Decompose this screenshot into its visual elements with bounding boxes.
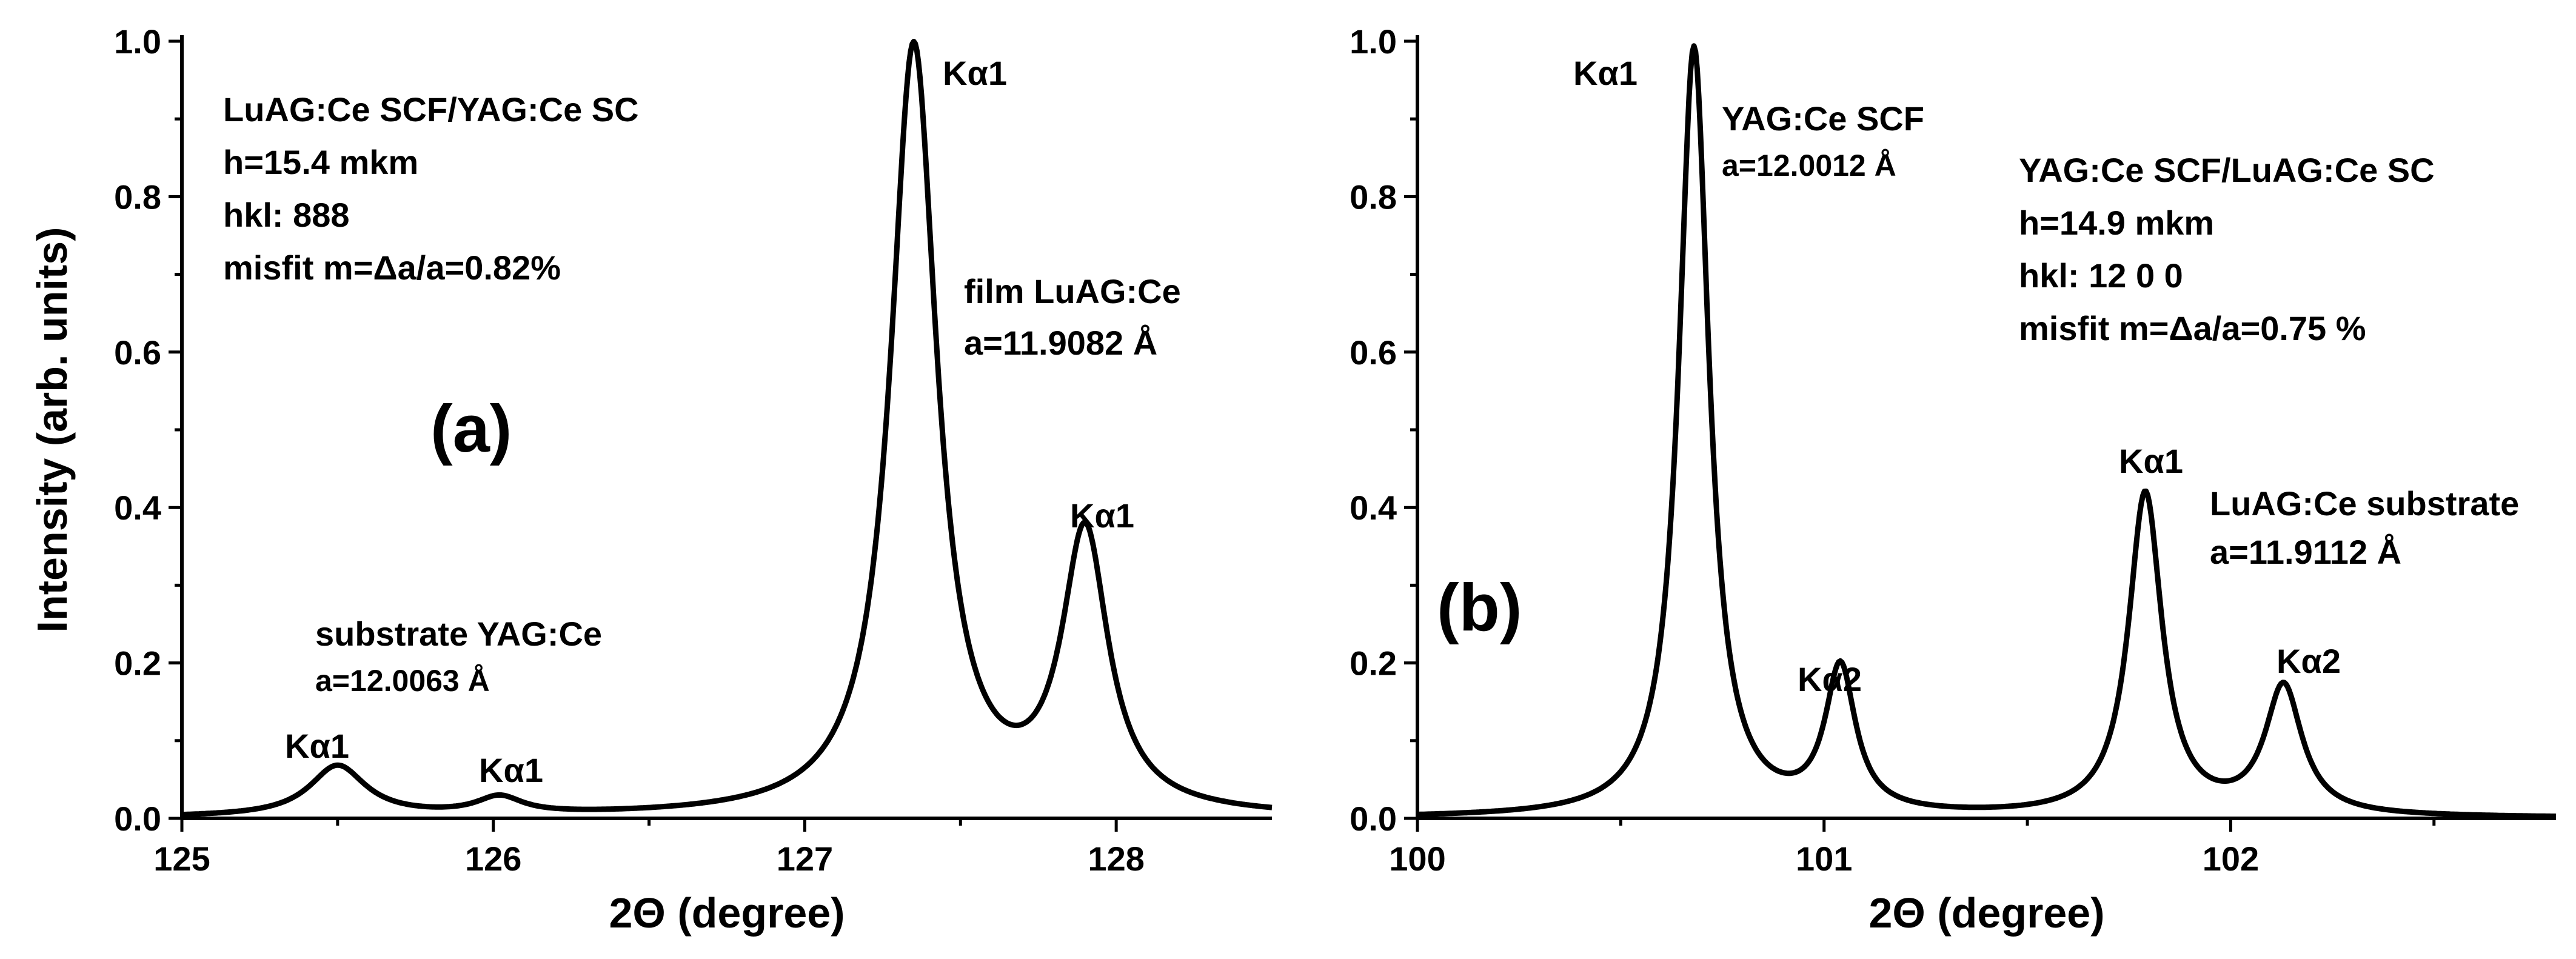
info-line: LuAG:Ce SCF/YAG:Ce SC bbox=[223, 90, 639, 129]
y-tick-label: 0.6 bbox=[1350, 333, 1397, 372]
x-tick-label: 127 bbox=[777, 840, 833, 878]
y-tick-label: 0.8 bbox=[1350, 178, 1397, 216]
peak-annotation: substrate YAG:Ce bbox=[315, 615, 602, 653]
info-line: hkl: 12 0 0 bbox=[2019, 256, 2183, 295]
y-tick-label: 0.0 bbox=[114, 800, 161, 838]
peak-annotation: a=11.9112 Å bbox=[2210, 533, 2401, 571]
peak-annotation: film LuAG:Ce bbox=[964, 272, 1181, 310]
x-axis-title: 2Θ (degree) bbox=[1869, 889, 2105, 937]
panel-label: (b) bbox=[1437, 570, 1522, 645]
peak-annotation: Kα1 bbox=[1070, 496, 1134, 535]
peak-annotation: a=11.9082 Å bbox=[964, 324, 1157, 362]
peak-annotation: LuAG:Ce substrate bbox=[2210, 484, 2519, 523]
peak-annotation: YAG:Ce SCF bbox=[1722, 99, 1924, 138]
x-tick-label: 125 bbox=[153, 840, 210, 878]
x-tick-label: 100 bbox=[1389, 840, 1445, 878]
y-tick-label: 0.2 bbox=[114, 644, 161, 683]
peak-annotation: Kα1 bbox=[2119, 442, 2183, 480]
y-tick-label: 0.4 bbox=[114, 489, 161, 527]
info-line: h=14.9 mkm bbox=[2019, 204, 2214, 242]
y-tick-label: 1.0 bbox=[1350, 22, 1397, 61]
peak-annotation: Kα1 bbox=[943, 54, 1007, 92]
x-tick-label: 128 bbox=[1088, 840, 1144, 878]
x-tick-label: 101 bbox=[1796, 840, 1852, 878]
y-tick-label: 0.6 bbox=[114, 333, 161, 372]
info-line: misfit m=Δa/a=0.82% bbox=[223, 249, 561, 287]
x-tick-label: 102 bbox=[2203, 840, 2259, 878]
y-tick-label: 0.0 bbox=[1350, 800, 1397, 838]
panel-label: (a) bbox=[430, 392, 512, 466]
xrd-curve-b bbox=[1416, 43, 2557, 820]
panel-b: 0.0 0.2 0.4 0.6 0.8 1.0 100 101 102 2Θ (degree) (b… bbox=[1350, 22, 2557, 937]
peak-annotation: Kα1 bbox=[285, 727, 349, 765]
y-tick-label: 0.8 bbox=[114, 178, 161, 216]
peak-annotation: Kα1 bbox=[1573, 54, 1638, 92]
info-line: YAG:Ce SCF/LuAG:Ce SC bbox=[2019, 151, 2435, 189]
peak-annotation: Kα1 bbox=[479, 751, 543, 789]
peak-annotation: Kα2 bbox=[2277, 642, 2341, 680]
panel-a: 0.0 0.2 0.4 0.6 0.8 1.0 125 126 127 128 2Θ (degree… bbox=[28, 22, 1273, 937]
x-axis-title: 2Θ (degree) bbox=[609, 889, 845, 937]
peak-annotation: a=12.0012 Å bbox=[1722, 149, 1896, 182]
peak-annotation: a=12.0063 Å bbox=[315, 664, 490, 698]
xrd-curve-a bbox=[181, 39, 1273, 818]
x-tick-label: 126 bbox=[465, 840, 521, 878]
y-tick-label: 0.2 bbox=[1350, 644, 1397, 683]
y-tick-label: 0.4 bbox=[1350, 489, 1397, 527]
info-line: misfit m=Δa/a=0.75 % bbox=[2019, 309, 2366, 347]
info-line: hkl: 888 bbox=[223, 196, 350, 234]
y-axis-title: Intensity (arb. units) bbox=[28, 227, 76, 633]
y-tick-label: 1.0 bbox=[114, 22, 161, 61]
info-line: h=15.4 mkm bbox=[223, 143, 418, 181]
peak-annotation: Kα2 bbox=[1798, 660, 1862, 698]
